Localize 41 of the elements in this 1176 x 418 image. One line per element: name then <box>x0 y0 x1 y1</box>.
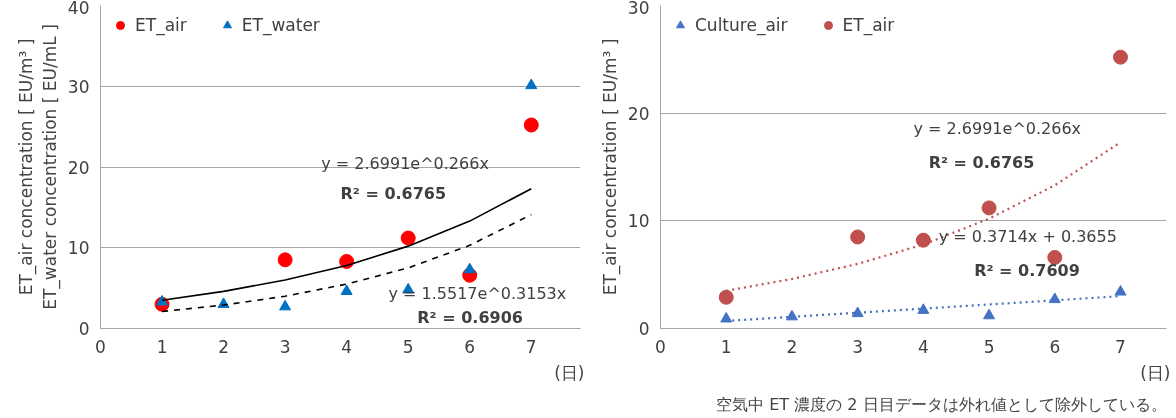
x-tick-label: 3 <box>852 336 864 357</box>
x-tick-label: 2 <box>786 336 798 357</box>
x-tick-label: 1 <box>720 336 732 357</box>
x-tick-label: 0 <box>95 336 106 357</box>
x-axis-title: (日) <box>554 362 585 383</box>
x-tick-label: 7 <box>1115 336 1126 357</box>
y-tick-label: 20 <box>67 157 90 178</box>
y-axis-title: ET_air concentration [ EU/m³ ] <box>599 38 621 296</box>
x-tick-label: 4 <box>917 336 929 357</box>
x-axis-title: (日) <box>1140 362 1171 383</box>
legend-label: ET_water <box>241 15 320 35</box>
annotation: R² = 0.6765 <box>340 183 447 203</box>
y-tick-label: 10 <box>67 238 90 259</box>
y-tick-label: 40 <box>67 0 90 18</box>
x-tick-label: 6 <box>1049 336 1061 357</box>
y-tick-label: 30 <box>627 0 650 18</box>
annotation: y = 2.6991e^0.266x <box>913 118 1082 138</box>
x-tick-label: 5 <box>983 336 995 357</box>
legend-label: ET_air <box>842 15 895 35</box>
y-tick-label: 10 <box>627 211 650 232</box>
y-tick-label: 30 <box>67 76 90 97</box>
legend-label: ET_air <box>135 15 187 35</box>
y-tick-label: 20 <box>627 103 650 124</box>
x-tick-label: 4 <box>341 336 353 357</box>
x-tick-label: 1 <box>156 336 168 357</box>
x-tick-label: 2 <box>218 336 229 357</box>
annotation: R² = 0.6906 <box>417 307 523 327</box>
text: 空気中 ET 濃度の 2 日目データは外れ値として除外している。 <box>716 394 1167 414</box>
y-axis-title: ET_air concentration [ EU/m³ ] ET_water concentration [ EU/mL ] <box>15 24 61 310</box>
annotation: y = 2.6991e^0.266x <box>321 154 489 174</box>
x-tick-label: 7 <box>525 336 537 357</box>
y-tick-label: 0 <box>78 319 90 339</box>
x-tick-label: 6 <box>464 336 476 357</box>
y-tick-label: 0 <box>638 319 650 339</box>
annotation: R² = 0.6765 <box>928 152 1035 172</box>
annotation: R² = 0.7609 <box>974 261 1080 281</box>
x-tick-label: 5 <box>402 336 414 357</box>
annotation: y = 0.3714x + 0.3655 <box>938 227 1117 247</box>
x-tick-label: 3 <box>279 336 291 357</box>
legend-label: Culture_air <box>695 15 788 35</box>
x-tick-label: 0 <box>655 336 666 357</box>
